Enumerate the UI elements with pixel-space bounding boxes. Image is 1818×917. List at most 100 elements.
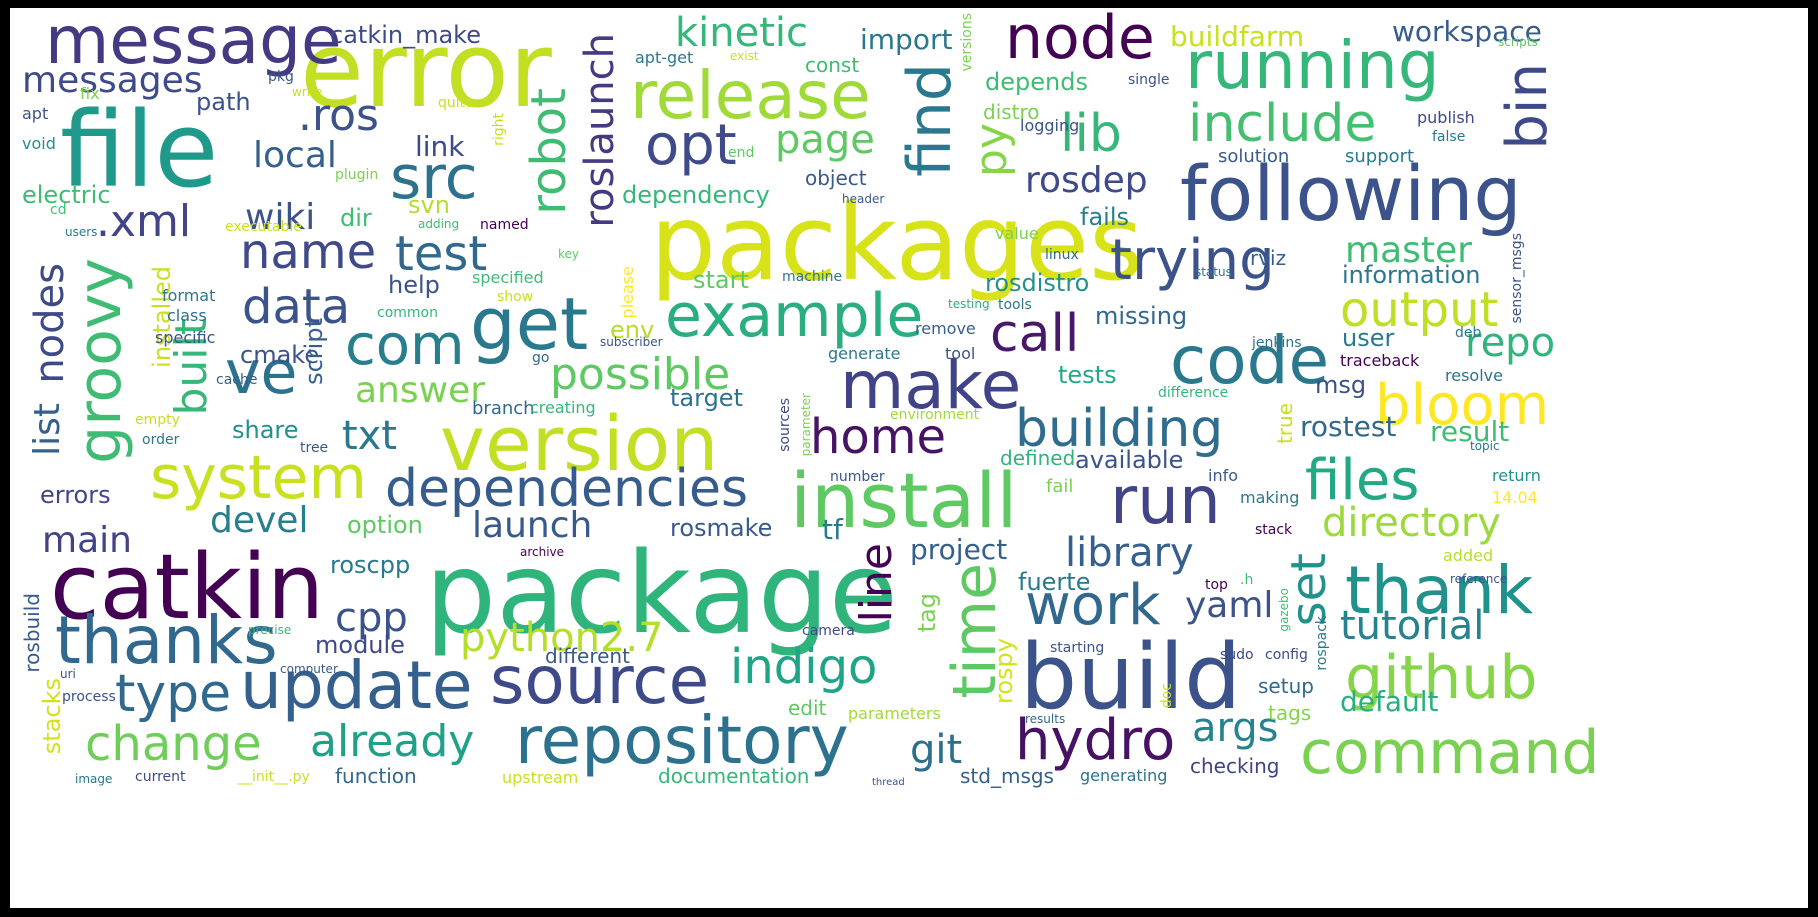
word-true: true [1273, 403, 1297, 445]
word-user: user [1342, 324, 1395, 352]
word-tool: tool [945, 344, 976, 363]
word-home: home [810, 409, 947, 465]
word-write: write [292, 85, 323, 99]
word-error: error [300, 9, 552, 131]
word-catkin_make: catkin_make [330, 21, 481, 49]
word-camera: camera [802, 623, 855, 639]
word-project: project [910, 533, 1008, 566]
word-yaml: yaml [1185, 585, 1274, 626]
word-config: config [1265, 647, 1308, 663]
word-sensor_msgs: sensor_msgs [1509, 233, 1525, 324]
word-pkg: pkg [268, 69, 294, 85]
word-src: src [390, 143, 478, 213]
word-topic: topic [1470, 439, 1500, 453]
word-tf: tf [822, 513, 843, 546]
word-trying: trying [1110, 228, 1275, 293]
word-get: get [470, 282, 589, 366]
word-python2.7: python2.7 [460, 615, 664, 661]
word-launch: launch [472, 505, 593, 546]
word-tutorial: tutorial [1340, 603, 1485, 649]
word-edit: edit [788, 696, 827, 720]
word-top: top [1205, 577, 1228, 593]
word-header: header [842, 192, 885, 206]
word-tags: tags [1268, 701, 1312, 725]
word-rosbuild: rosbuild [20, 593, 44, 673]
word-exist: exist [730, 49, 759, 63]
word-number: number [830, 469, 885, 485]
word-local: local [253, 135, 337, 176]
word-false: false [1432, 129, 1466, 145]
word-thanks: thanks [55, 602, 278, 679]
word-computer: computer [280, 662, 338, 676]
word-file: file [60, 89, 219, 211]
word-code: code [1170, 322, 1330, 399]
word-environment: environment [890, 407, 980, 423]
word-return: return [1492, 466, 1541, 485]
word-tree: tree [300, 440, 329, 456]
word-archive: archive [520, 545, 565, 559]
word-rosdistro: rosdistro [985, 269, 1090, 297]
word-rospack: rospack [1314, 616, 1330, 671]
word-.h: .h [1240, 572, 1254, 588]
word-right: right [491, 113, 507, 146]
word-script: script [300, 318, 328, 385]
word-gazebo: gazebo [1277, 588, 1291, 632]
word-directory: directory [1322, 500, 1501, 546]
word-checking: checking [1190, 754, 1280, 778]
word-opt: opt [645, 113, 737, 178]
word-target: target [670, 384, 743, 412]
word-versions: versions [959, 13, 975, 72]
word-parameter: parameter [799, 393, 813, 457]
word-cd: cd [50, 202, 67, 218]
word-rospy: rospy [990, 638, 1018, 704]
word-generating: generating [1080, 766, 1168, 785]
word-packages: packages [650, 182, 1144, 304]
word-default: default [1340, 685, 1439, 718]
word-difference: difference [1158, 385, 1229, 401]
word-list: list [27, 403, 68, 456]
word-include: include [1188, 94, 1377, 154]
word-update: update [240, 647, 473, 724]
word-share: share [232, 416, 299, 444]
word-order: order [142, 432, 180, 448]
word-cloud: package packages error file catkin build… [10, 8, 1808, 908]
word-precise: precise [248, 623, 292, 637]
word-value: value [995, 224, 1039, 243]
word-key: key [558, 247, 580, 261]
word-env: env [610, 316, 655, 344]
word-change: change [85, 716, 262, 772]
word-dir: dir [340, 204, 372, 232]
word-call: call [990, 304, 1080, 364]
word-jenkins: jenkins [1252, 335, 1302, 351]
word-electric: electric [22, 181, 111, 209]
word-stacks: stacks [38, 678, 66, 755]
word-rosdep: rosdep [1025, 160, 1148, 201]
word-making: making [1240, 488, 1300, 507]
word-remove: remove [915, 319, 976, 338]
word-messages: messages [22, 60, 203, 101]
word-command: command [1300, 718, 1600, 788]
word-fuerte: fuerte [1018, 568, 1091, 596]
word-test: test [395, 226, 488, 282]
word-resolve: resolve [1445, 366, 1503, 385]
word-apt-get: apt-get [635, 48, 694, 67]
word-solution: solution [1218, 146, 1290, 167]
word-repo: repo [1465, 320, 1556, 366]
word-library: library [1065, 530, 1194, 576]
word-rostest: rostest [1300, 410, 1397, 443]
word-cpp: cpp [335, 595, 408, 641]
word-__init__.py: __init__.py [238, 769, 310, 785]
word-txt: txt [342, 413, 398, 459]
word-output: output [1340, 282, 1499, 338]
word-specific: specific [155, 328, 216, 347]
word-depends: depends [985, 68, 1088, 96]
word-tests: tests [1058, 361, 1117, 389]
word-possible: possible [550, 349, 731, 400]
word-.ros: .ros [298, 90, 379, 141]
word-std_msgs: std_msgs [960, 764, 1054, 788]
word-kinetic: kinetic [675, 10, 809, 56]
word-.xml: .xml [96, 196, 192, 247]
word-class: class [167, 306, 207, 325]
word-files: files [1305, 448, 1420, 513]
word-groovy: groovy [65, 258, 135, 464]
